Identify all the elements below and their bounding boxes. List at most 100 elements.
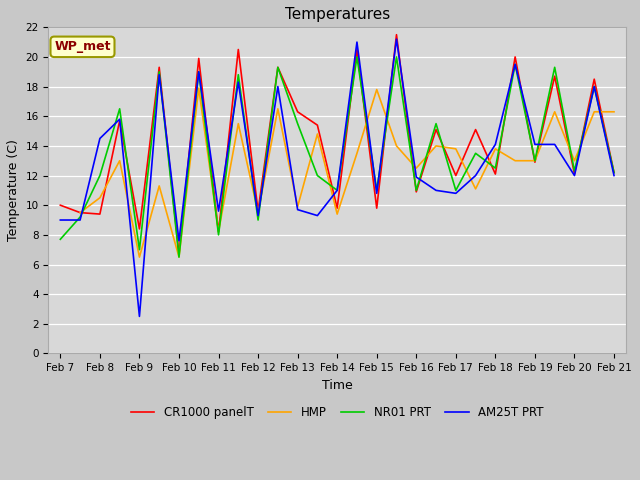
NR01 PRT bbox=[492, 165, 499, 171]
Line: NR01 PRT: NR01 PRT bbox=[60, 57, 614, 257]
AM25T PRT bbox=[156, 72, 163, 78]
CR1000 panelT bbox=[116, 118, 124, 123]
CR1000 panelT bbox=[214, 229, 222, 235]
HMP bbox=[571, 158, 579, 164]
HMP bbox=[590, 109, 598, 115]
CR1000 panelT bbox=[314, 122, 321, 128]
NR01 PRT bbox=[116, 106, 124, 112]
HMP bbox=[511, 158, 519, 164]
CR1000 panelT bbox=[511, 54, 519, 60]
NR01 PRT bbox=[531, 158, 539, 164]
AM25T PRT bbox=[452, 191, 460, 196]
HMP bbox=[432, 143, 440, 149]
AM25T PRT bbox=[195, 69, 203, 74]
NR01 PRT bbox=[432, 121, 440, 127]
AM25T PRT bbox=[314, 213, 321, 218]
HMP bbox=[393, 143, 401, 149]
HMP bbox=[412, 165, 420, 171]
AM25T PRT bbox=[511, 61, 519, 67]
NR01 PRT bbox=[294, 121, 301, 127]
Title: Temperatures: Temperatures bbox=[285, 7, 390, 22]
AM25T PRT bbox=[610, 173, 618, 179]
Legend: CR1000 panelT, HMP, NR01 PRT, AM25T PRT: CR1000 panelT, HMP, NR01 PRT, AM25T PRT bbox=[126, 402, 548, 424]
NR01 PRT bbox=[610, 170, 618, 176]
NR01 PRT bbox=[412, 188, 420, 193]
AM25T PRT bbox=[492, 142, 499, 147]
Y-axis label: Temperature (C): Temperature (C) bbox=[7, 139, 20, 241]
AM25T PRT bbox=[472, 173, 479, 179]
HMP bbox=[531, 158, 539, 164]
Line: HMP: HMP bbox=[80, 88, 614, 257]
AM25T PRT bbox=[274, 84, 282, 89]
AM25T PRT bbox=[333, 188, 341, 193]
CR1000 panelT bbox=[76, 210, 84, 216]
HMP bbox=[492, 146, 499, 152]
CR1000 panelT bbox=[432, 127, 440, 132]
NR01 PRT bbox=[76, 214, 84, 220]
CR1000 panelT bbox=[393, 32, 401, 37]
HMP bbox=[472, 186, 479, 192]
AM25T PRT bbox=[432, 188, 440, 193]
NR01 PRT bbox=[136, 247, 143, 252]
AM25T PRT bbox=[551, 142, 559, 147]
NR01 PRT bbox=[511, 61, 519, 67]
NR01 PRT bbox=[472, 150, 479, 156]
NR01 PRT bbox=[156, 69, 163, 74]
NR01 PRT bbox=[56, 237, 64, 242]
AM25T PRT bbox=[571, 173, 579, 179]
CR1000 panelT bbox=[294, 109, 301, 115]
AM25T PRT bbox=[412, 174, 420, 180]
HMP bbox=[274, 106, 282, 112]
HMP bbox=[136, 254, 143, 260]
AM25T PRT bbox=[175, 238, 183, 244]
NR01 PRT bbox=[393, 54, 401, 60]
CR1000 panelT bbox=[136, 226, 143, 232]
AM25T PRT bbox=[56, 217, 64, 223]
NR01 PRT bbox=[274, 64, 282, 70]
CR1000 panelT bbox=[234, 47, 242, 52]
HMP bbox=[333, 211, 341, 217]
CR1000 panelT bbox=[96, 211, 104, 217]
NR01 PRT bbox=[96, 173, 104, 179]
AM25T PRT bbox=[116, 116, 124, 122]
NR01 PRT bbox=[333, 188, 341, 193]
HMP bbox=[452, 146, 460, 152]
CR1000 panelT bbox=[412, 189, 420, 195]
NR01 PRT bbox=[234, 72, 242, 78]
Text: WP_met: WP_met bbox=[54, 40, 111, 53]
HMP bbox=[96, 195, 104, 201]
NR01 PRT bbox=[571, 168, 579, 174]
HMP bbox=[294, 204, 301, 210]
AM25T PRT bbox=[76, 217, 84, 223]
NR01 PRT bbox=[353, 54, 361, 60]
CR1000 panelT bbox=[274, 64, 282, 70]
CR1000 panelT bbox=[333, 205, 341, 211]
NR01 PRT bbox=[175, 254, 183, 260]
NR01 PRT bbox=[452, 188, 460, 193]
HMP bbox=[254, 210, 262, 216]
AM25T PRT bbox=[214, 208, 222, 214]
HMP bbox=[175, 254, 183, 260]
AM25T PRT bbox=[531, 142, 539, 147]
NR01 PRT bbox=[214, 232, 222, 238]
CR1000 panelT bbox=[531, 159, 539, 165]
AM25T PRT bbox=[254, 213, 262, 218]
HMP bbox=[76, 210, 84, 216]
CR1000 panelT bbox=[353, 47, 361, 52]
HMP bbox=[373, 87, 381, 93]
AM25T PRT bbox=[393, 36, 401, 42]
AM25T PRT bbox=[234, 79, 242, 85]
NR01 PRT bbox=[195, 69, 203, 74]
CR1000 panelT bbox=[373, 205, 381, 211]
AM25T PRT bbox=[353, 39, 361, 45]
NR01 PRT bbox=[373, 188, 381, 193]
HMP bbox=[116, 158, 124, 164]
CR1000 panelT bbox=[452, 173, 460, 179]
AM25T PRT bbox=[294, 207, 301, 213]
NR01 PRT bbox=[254, 217, 262, 223]
CR1000 panelT bbox=[551, 73, 559, 79]
AM25T PRT bbox=[373, 191, 381, 196]
HMP bbox=[234, 121, 242, 127]
CR1000 panelT bbox=[195, 56, 203, 61]
AM25T PRT bbox=[96, 135, 104, 141]
